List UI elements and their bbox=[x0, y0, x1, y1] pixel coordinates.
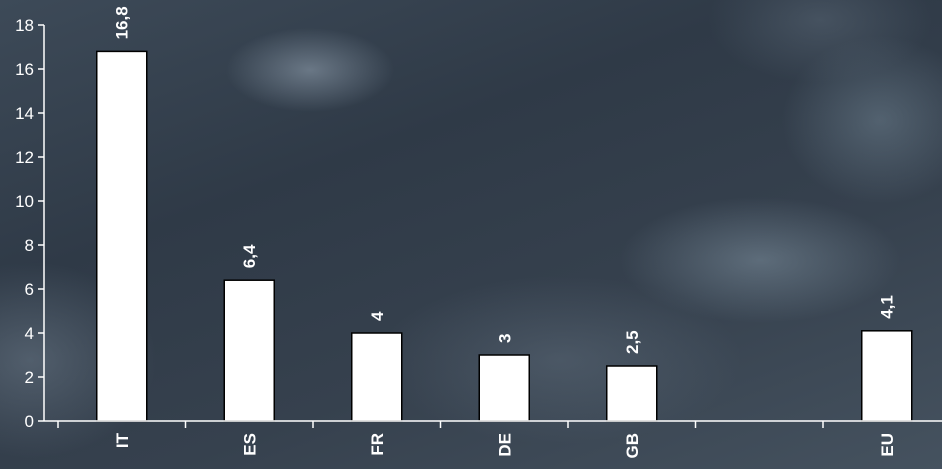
y-tick-label: 0 bbox=[25, 412, 34, 431]
y-tick-label: 14 bbox=[15, 104, 34, 123]
data-label-fr: 4 bbox=[368, 311, 387, 321]
x-axis: IT ES FR DE GB EU bbox=[44, 420, 942, 459]
data-label-it: 16,8 bbox=[113, 6, 132, 39]
y-tick-label: 6 bbox=[25, 280, 34, 299]
x-category-label: IT bbox=[113, 432, 132, 448]
bar-es bbox=[223, 279, 275, 422]
y-tick-label: 16 bbox=[15, 60, 34, 79]
x-category-label: GB bbox=[623, 433, 642, 459]
bar-eu bbox=[861, 330, 913, 422]
y-tick-label: 8 bbox=[25, 236, 34, 255]
x-category-label: ES bbox=[240, 433, 259, 456]
bars bbox=[96, 50, 913, 422]
y-tick-label: 12 bbox=[15, 148, 34, 167]
bar-de bbox=[478, 354, 530, 422]
x-category-label: FR bbox=[368, 433, 387, 456]
y-axis: 0 2 4 6 8 10 12 14 16 18 bbox=[15, 16, 45, 431]
data-label-es: 6,4 bbox=[240, 244, 259, 268]
x-category-label: DE bbox=[495, 433, 514, 457]
data-label-gb: 2,5 bbox=[623, 330, 642, 354]
data-labels: 16,8 6,4 4 3 2,5 4,1 bbox=[113, 6, 897, 354]
y-tick-label: 10 bbox=[15, 192, 34, 211]
data-label-de: 3 bbox=[495, 334, 514, 343]
y-tick-label: 18 bbox=[15, 16, 34, 35]
data-label-eu: 4,1 bbox=[878, 295, 897, 319]
x-category-label: EU bbox=[878, 433, 897, 457]
y-tick-label: 4 bbox=[25, 324, 34, 343]
bar-gb bbox=[606, 365, 658, 422]
bar-fr bbox=[351, 332, 403, 422]
bar-it bbox=[96, 50, 148, 422]
y-tick-label: 2 bbox=[25, 368, 34, 387]
